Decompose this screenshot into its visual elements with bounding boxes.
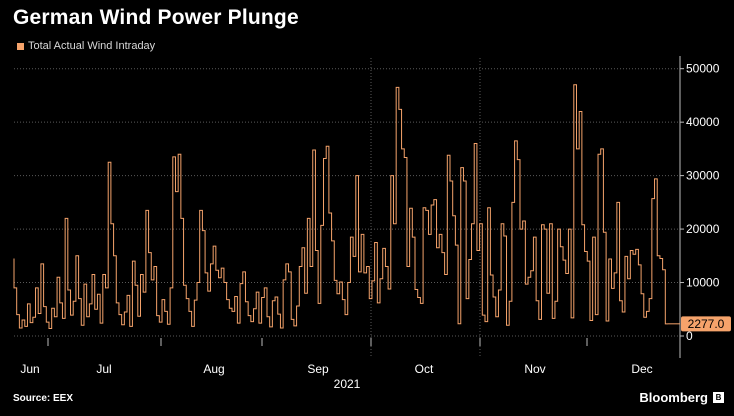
y-tick-label: 10000 xyxy=(686,276,720,290)
x-tick-label: Oct xyxy=(415,362,434,376)
brand-logo-text: Bloomberg xyxy=(639,390,708,405)
last-value-badge xyxy=(681,316,731,332)
last-value-label: 2277.0 xyxy=(688,317,725,331)
y-tick-label: 0 xyxy=(686,329,693,343)
legend-label: Total Actual Wind Intraday xyxy=(28,40,156,52)
y-tick-label: 40000 xyxy=(686,115,720,129)
legend: Total Actual Wind Intraday xyxy=(17,40,155,52)
series-line-total-actual-wind-intraday xyxy=(13,84,668,330)
y-tick-label: 50000 xyxy=(686,62,720,76)
y-tick-label: 30000 xyxy=(686,169,720,183)
chart-title: German Wind Power Plunge xyxy=(13,6,299,29)
x-axis-year-label: 2021 xyxy=(334,377,361,391)
source-label: Source: EEX xyxy=(13,393,74,404)
x-tick-label: Sep xyxy=(307,362,329,376)
x-tick-label: Dec xyxy=(631,362,652,376)
x-tick-label: Aug xyxy=(203,362,224,376)
y-tick-label: 20000 xyxy=(686,222,720,236)
brand-logo-icon: B xyxy=(713,392,724,403)
x-tick-label: Jun xyxy=(20,362,39,376)
legend-swatch xyxy=(17,42,24,50)
x-tick-label: Jul xyxy=(96,362,111,376)
x-tick-label: Nov xyxy=(524,362,545,376)
